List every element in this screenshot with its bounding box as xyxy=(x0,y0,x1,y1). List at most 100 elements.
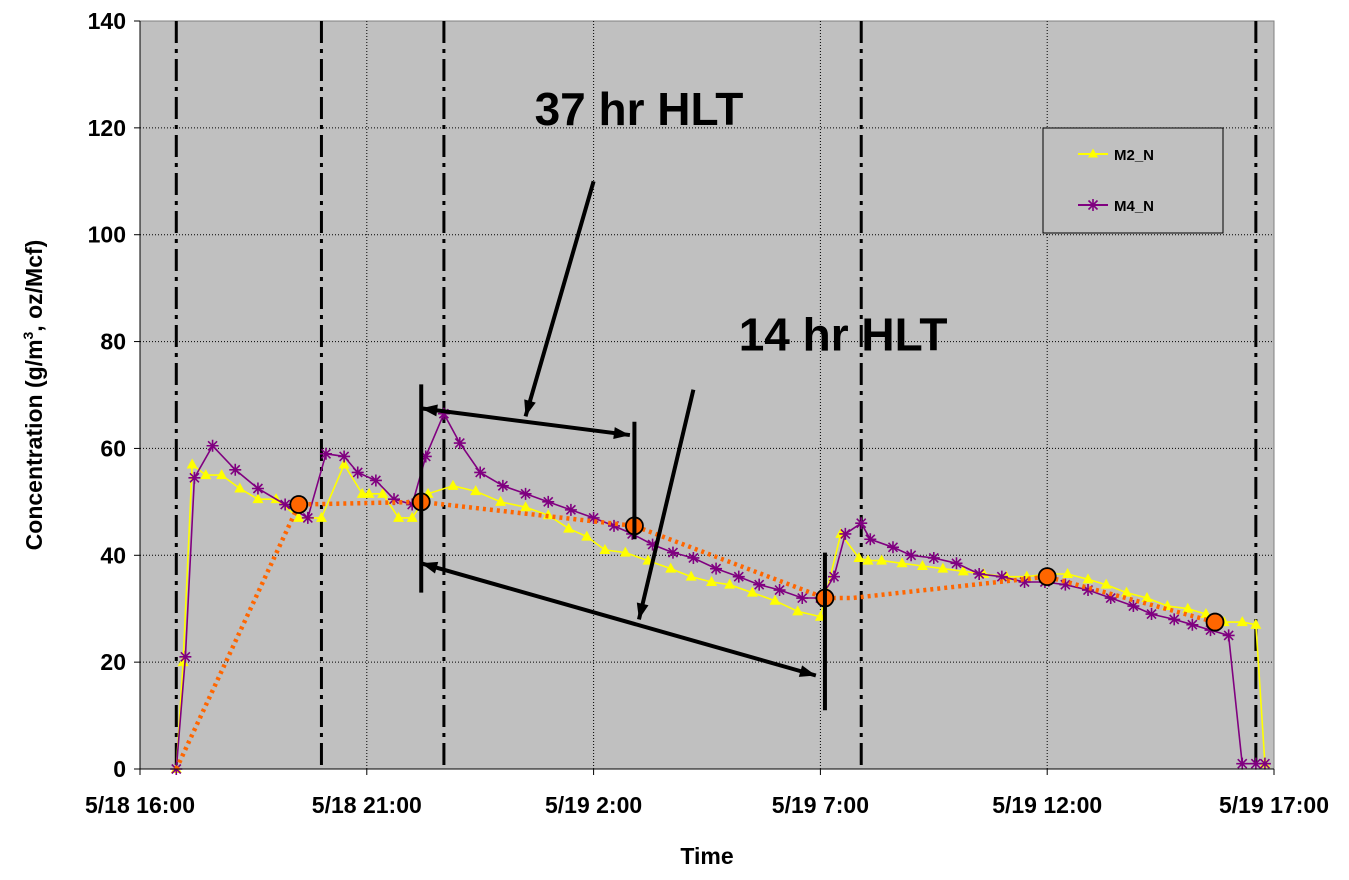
arrow-line xyxy=(637,389,696,620)
y-tick-label: 20 xyxy=(100,649,126,675)
asterisk-marker xyxy=(855,517,868,530)
asterisk-marker xyxy=(773,584,786,597)
x-tick-label: 5/19 17:00 xyxy=(1219,792,1329,818)
y-tick-label: 60 xyxy=(100,435,126,461)
asterisk-marker xyxy=(1222,629,1235,642)
asterisk-marker xyxy=(1059,578,1072,591)
asterisk-marker xyxy=(188,471,201,484)
asterisk-marker xyxy=(1087,199,1099,211)
asterisk-marker xyxy=(437,407,450,420)
asterisk-marker xyxy=(319,447,332,460)
triangle-marker xyxy=(338,458,350,469)
triangle-marker xyxy=(862,554,874,565)
y-tick-label: 120 xyxy=(88,115,126,141)
asterisk-marker xyxy=(338,450,351,463)
triangle-marker xyxy=(520,501,532,512)
asterisk-marker xyxy=(1104,592,1117,605)
asterisk-marker xyxy=(886,541,899,554)
asterisk-marker xyxy=(828,570,841,583)
asterisk-marker xyxy=(1018,576,1031,588)
asterisk-marker xyxy=(1249,757,1262,770)
asterisk-marker xyxy=(666,546,679,559)
y-tick-label: 100 xyxy=(88,222,126,248)
y-axis-label-tail: , oz/Mcf) xyxy=(21,240,47,332)
triangle-marker xyxy=(216,469,228,480)
asterisk-marker xyxy=(646,538,659,551)
asterisk-marker xyxy=(279,498,292,511)
hlt-annotation: 14 hr HLT xyxy=(739,309,948,361)
asterisk-marker xyxy=(419,450,432,463)
hlt-annotation: 37 hr HLT xyxy=(535,83,744,135)
triangle-marker xyxy=(495,495,507,506)
arrow-line xyxy=(523,180,596,417)
asterisk-marker xyxy=(905,549,918,562)
triangle-marker xyxy=(1082,573,1094,584)
triangle-marker xyxy=(293,511,305,522)
asterisk-marker xyxy=(1236,757,1249,770)
triangle-marker xyxy=(581,530,593,541)
triangle-marker xyxy=(363,487,375,498)
asterisk-marker xyxy=(474,466,487,479)
asterisk-marker xyxy=(973,567,986,580)
triangle-marker xyxy=(186,458,198,469)
circle-marker xyxy=(1037,567,1057,587)
x-tick-label: 5/19 7:00 xyxy=(772,792,869,818)
triangle-marker xyxy=(1250,618,1262,629)
asterisk-marker xyxy=(406,498,419,511)
legend-marker-m2 xyxy=(1088,148,1098,158)
legend-label-m2: M2_N xyxy=(1114,147,1154,164)
y-tick-label: 40 xyxy=(100,542,126,568)
circle-marker xyxy=(289,495,309,514)
triangle-marker xyxy=(685,570,697,581)
asterisk-marker xyxy=(753,578,766,591)
hlt-arrows xyxy=(420,180,817,678)
dash-dot-lines xyxy=(174,21,1258,769)
legend-label-m4: M4_N xyxy=(1114,198,1154,215)
asterisk-marker xyxy=(950,557,963,570)
arrow-head xyxy=(524,399,536,417)
asterisk-marker xyxy=(564,503,577,516)
x-axis-label: Time xyxy=(680,843,733,869)
hlt-bars xyxy=(419,384,827,711)
triangle-marker xyxy=(1121,586,1133,597)
y-axis-label-main: Concentration (g/m xyxy=(21,339,47,550)
arrow-head xyxy=(613,427,630,439)
triangle-marker xyxy=(447,479,459,490)
triangle-marker xyxy=(406,511,418,522)
x-axis-ticks: 5/18 16:00 5/18 21:00 5/19 2:00 5/19 7:00 5/… xyxy=(85,768,1329,818)
triangle-marker xyxy=(853,551,865,562)
asterisk-marker xyxy=(796,592,809,605)
asterisk-marker xyxy=(608,519,621,532)
triangle-marker xyxy=(706,576,718,586)
asterisk-marker xyxy=(179,650,192,663)
y-tick-label: 140 xyxy=(88,8,126,34)
legend: M2_N M4_N xyxy=(1042,127,1224,234)
triangle-marker xyxy=(957,565,969,576)
arrow-head xyxy=(636,602,649,620)
asterisk-marker xyxy=(1082,584,1095,597)
triangle-marker xyxy=(746,586,758,597)
asterisk-marker xyxy=(927,551,940,564)
y-tick-label: 0 xyxy=(113,756,126,782)
asterisk-marker xyxy=(453,437,466,450)
arrow-head xyxy=(421,561,439,574)
x-tick-label: 5/18 16:00 xyxy=(85,792,195,818)
arrow-head xyxy=(798,665,816,677)
y-axis-label: Concentration (g/m3, oz/Mcf) xyxy=(20,240,47,551)
asterisk-marker xyxy=(496,479,509,492)
triangle-marker xyxy=(724,578,736,589)
asterisk-marker xyxy=(206,439,219,452)
triangle-marker xyxy=(1100,578,1112,589)
triangle-marker xyxy=(470,485,482,496)
triangle-marker xyxy=(665,562,677,573)
arrow-head xyxy=(421,404,438,417)
asterisk-marker xyxy=(519,487,532,500)
y-tick-label: 80 xyxy=(100,329,126,355)
triangle-marker xyxy=(916,559,928,570)
asterisk-marker xyxy=(542,495,555,508)
asterisk-marker xyxy=(369,474,382,487)
triangle-marker xyxy=(1141,592,1153,603)
triangle-marker xyxy=(769,594,781,605)
legend-marker-m4 xyxy=(1087,199,1099,211)
